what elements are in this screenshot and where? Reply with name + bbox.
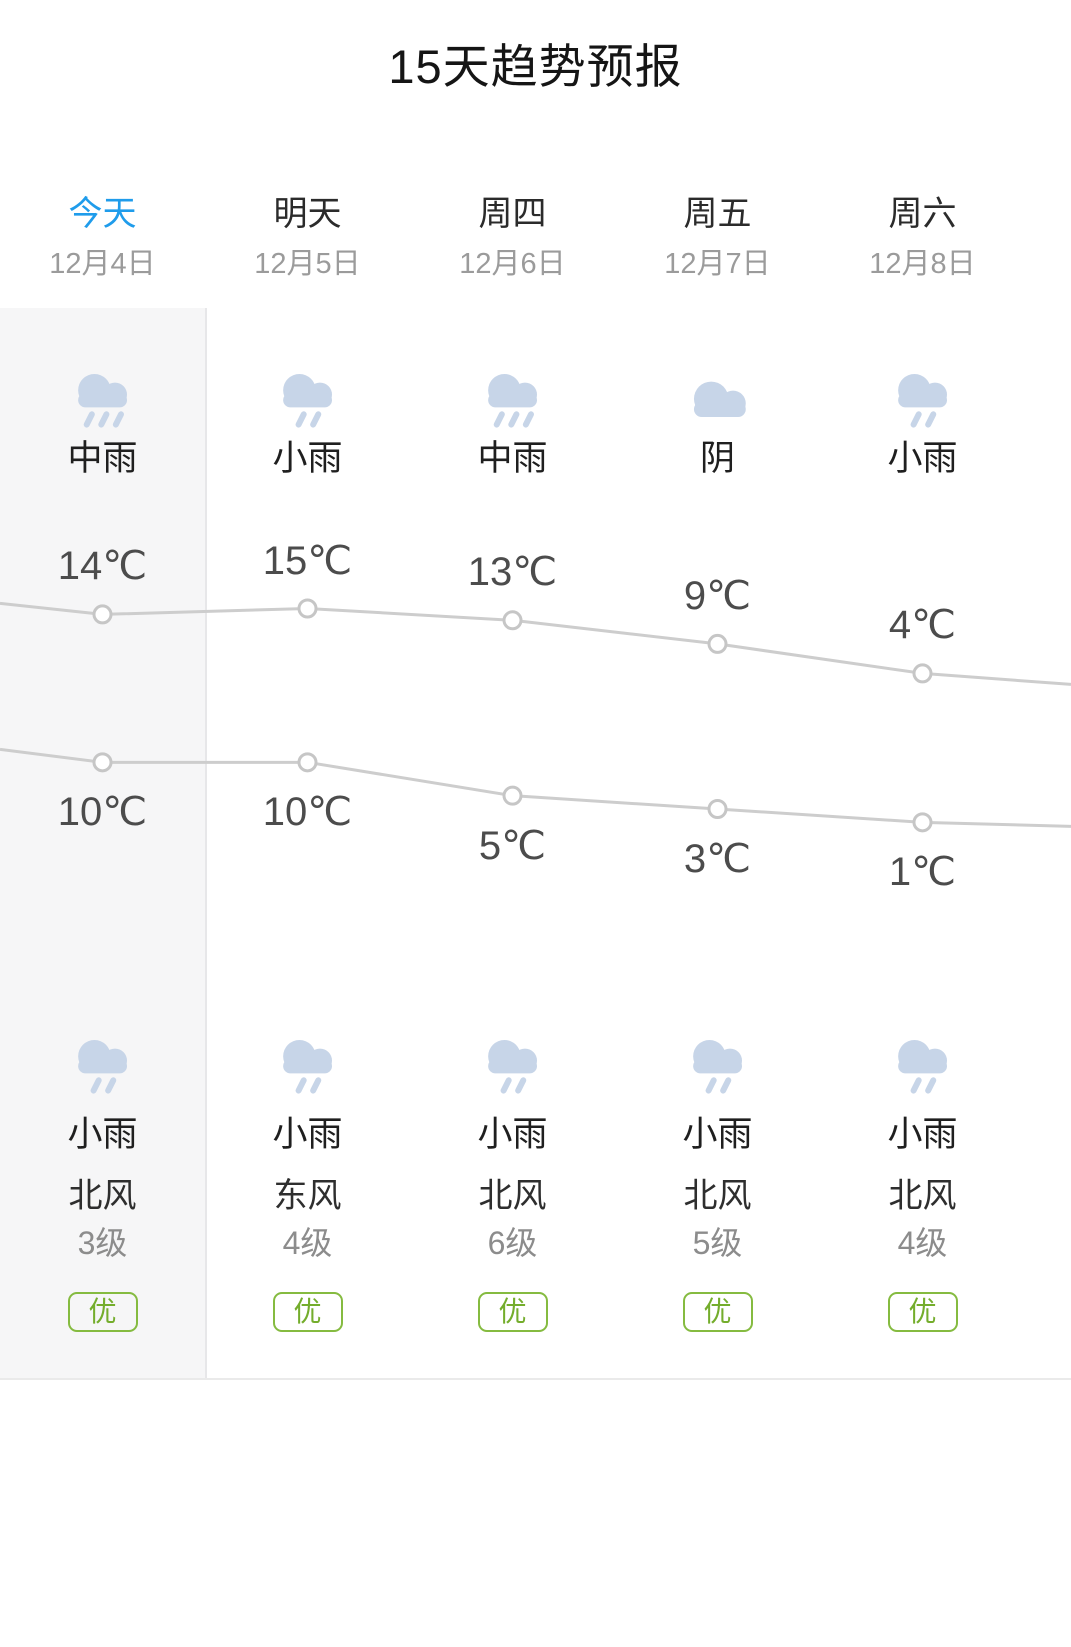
cloud-rain-icon	[64, 1028, 142, 1098]
aqi-badge: 优	[887, 1292, 958, 1332]
cloud-rain-icon	[884, 362, 962, 436]
bottom-separator	[0, 1378, 1071, 1380]
high-temp-label: 14℃	[57, 544, 148, 589]
wind-direction: 北风	[68, 1177, 137, 1215]
day-label: 周四	[478, 195, 547, 233]
day-condition: 中雨	[67, 439, 138, 478]
aqi-badge: 优	[477, 1292, 548, 1332]
low-temp-label: 3℃	[683, 836, 752, 881]
low-temp-label: 10℃	[57, 790, 148, 835]
cloud-rain-icon	[64, 362, 142, 436]
aqi-badge: 优	[67, 1292, 138, 1332]
high-temp-label: 13℃	[467, 550, 558, 595]
wind-level: 3级	[77, 1225, 128, 1261]
wind-level: 4级	[282, 1225, 333, 1261]
low-temp-label: 10℃	[262, 790, 353, 835]
wind-level: 4级	[897, 1225, 948, 1261]
day-condition: 阴	[699, 439, 735, 478]
aqi-badge-wrap: 优	[887, 1292, 958, 1332]
page-title: 15天趋势预报	[388, 40, 683, 93]
wind-direction: 北风	[683, 1177, 752, 1215]
wind-direction: 北风	[478, 1177, 547, 1215]
cloud-rain-icon	[884, 1028, 962, 1098]
day-condition: 中雨	[477, 439, 548, 478]
day-condition: 小雨	[887, 439, 958, 478]
cloud-rain-icon	[474, 1028, 552, 1098]
cloud-overcast-icon	[679, 362, 757, 436]
night-condition: 小雨	[477, 1115, 548, 1154]
forecast-column-friday[interactable]: 周五 12月7日 阴 9℃ 3℃ 小雨 北风 5级 优	[615, 190, 820, 1332]
date-label: 12月4日	[49, 248, 156, 280]
wind-direction: 北风	[888, 1177, 957, 1215]
forecast-columns: 今天 12月4日 中雨 14℃ 10℃ 小雨 北风 3级 优 明天 12月5日 …	[0, 190, 1025, 1332]
cloud-rain-icon	[679, 1028, 757, 1098]
low-temp-label: 1℃	[888, 850, 957, 895]
aqi-badge-wrap: 优	[272, 1292, 343, 1332]
high-temp-label: 15℃	[262, 538, 353, 583]
wind-level: 6级	[487, 1225, 538, 1261]
day-label: 今天	[68, 195, 137, 233]
night-condition: 小雨	[67, 1115, 138, 1154]
night-condition: 小雨	[682, 1115, 753, 1154]
cloud-rain-icon	[269, 362, 347, 436]
aqi-badge: 优	[272, 1292, 343, 1332]
low-temp-label: 5℃	[478, 823, 547, 868]
date-label: 12月5日	[254, 248, 361, 280]
cloud-rain-icon	[269, 1028, 347, 1098]
forecast-column-tomorrow[interactable]: 明天 12月5日 小雨 15℃ 10℃ 小雨 东风 4级 优	[205, 190, 410, 1332]
forecast-column-saturday[interactable]: 周六 12月8日 小雨 4℃ 1℃ 小雨 北风 4级 优	[820, 190, 1025, 1332]
aqi-badge-wrap: 优	[682, 1292, 753, 1332]
day-label: 明天	[273, 195, 342, 233]
night-condition: 小雨	[887, 1115, 958, 1154]
cloud-rain-icon	[474, 362, 552, 436]
wind-direction: 东风	[273, 1177, 342, 1215]
day-label: 周五	[683, 195, 752, 233]
column-divider	[205, 308, 207, 1378]
forecast-column-thursday[interactable]: 周四 12月6日 中雨 13℃ 5℃ 小雨 北风 6级 优	[410, 190, 615, 1332]
date-label: 12月7日	[664, 248, 771, 280]
high-temp-label: 9℃	[683, 573, 752, 618]
date-label: 12月6日	[459, 248, 566, 280]
day-condition: 小雨	[272, 439, 343, 478]
wind-level: 5级	[692, 1225, 743, 1261]
forecast-column-today[interactable]: 今天 12月4日 中雨 14℃ 10℃ 小雨 北风 3级 优	[0, 190, 205, 1332]
today-column-highlight	[0, 308, 206, 1378]
aqi-badge-wrap: 优	[67, 1292, 138, 1332]
night-condition: 小雨	[272, 1115, 343, 1154]
aqi-badge-wrap: 优	[477, 1292, 548, 1332]
high-temp-label: 4℃	[888, 603, 957, 648]
aqi-badge: 优	[682, 1292, 753, 1332]
day-label: 周六	[888, 195, 957, 233]
date-label: 12月8日	[869, 248, 976, 280]
